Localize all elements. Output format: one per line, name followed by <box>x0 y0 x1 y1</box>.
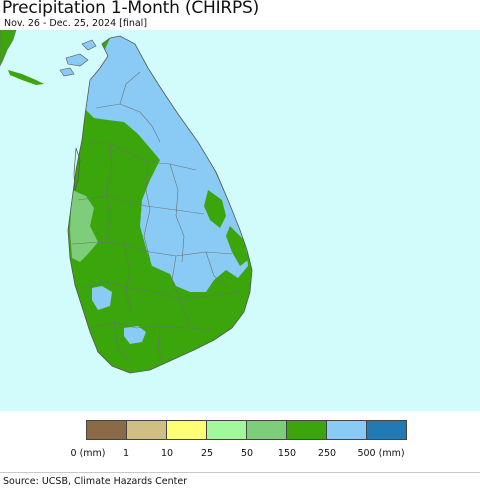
legend-swatch-3 <box>207 421 247 439</box>
district-boundaries <box>71 71 241 365</box>
footer-divider <box>0 472 480 473</box>
legend-swatch-7 <box>367 421 406 439</box>
legend-label-7: 500 (mm) <box>357 448 405 459</box>
source-credit: Source: UCSB, Climate Hazards Center <box>3 476 188 487</box>
rain-zone-south-250mm <box>124 326 146 344</box>
rain-zone-coast-150mm <box>204 190 226 228</box>
kalpitiya-spit <box>73 147 81 191</box>
map-svg <box>0 30 253 374</box>
rain-zone-south-west-250mm <box>92 286 112 310</box>
india-landmass <box>0 30 17 67</box>
legend-label-6: 250 <box>317 448 337 459</box>
legend-swatch-6 <box>327 421 367 439</box>
legend-label-2: 10 <box>160 448 174 459</box>
legend-swatch-1 <box>127 421 167 439</box>
legend-label-1: 1 <box>122 448 130 459</box>
map-subtitle: Nov. 26 - Dec. 25, 2024 [final] <box>4 18 148 29</box>
legend-swatch-2 <box>167 421 207 439</box>
legend-swatch-4 <box>247 421 287 439</box>
jaffna-islet-2 <box>59 67 75 77</box>
legend-label-5: 150 <box>277 448 297 459</box>
rain-zone-west-50mm <box>70 190 98 262</box>
legend-swatch-5 <box>287 421 327 439</box>
legend-label-4: 50 <box>240 448 254 459</box>
precipitation-map <box>0 30 480 411</box>
legend-swatch-0 <box>87 421 127 439</box>
legend-labels: 0 (mm) 1 10 25 50 150 250 500 (mm) <box>0 448 480 462</box>
legend-label-0: 0 (mm) <box>70 448 106 459</box>
legend-label-3: 25 <box>200 448 214 459</box>
rain-zone-east-coast-150mm <box>226 226 248 266</box>
mannar-island <box>8 70 44 85</box>
map-title: Precipitation 1-Month (CHIRPS) <box>2 0 260 18</box>
rain-zone-north-east-250mm <box>82 36 248 292</box>
jaffna-islet-3 <box>81 39 97 51</box>
jaffna-islet-1 <box>65 53 89 67</box>
precipitation-legend <box>86 420 407 440</box>
coastline <box>67 35 253 374</box>
